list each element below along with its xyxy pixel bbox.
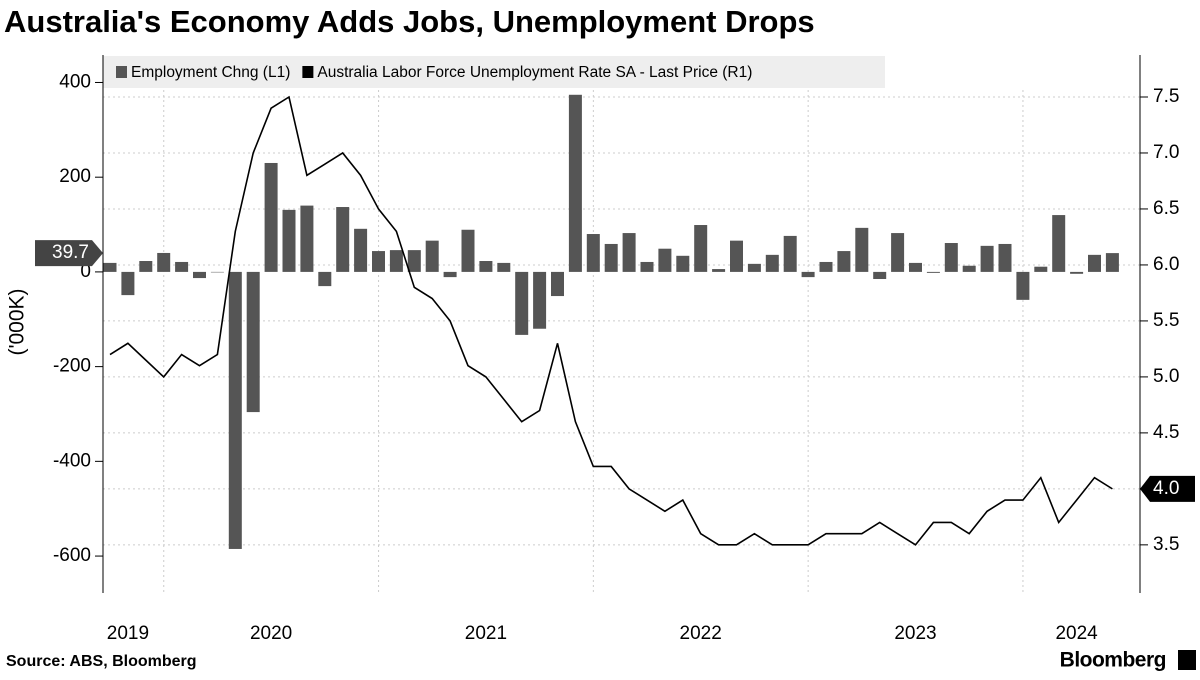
legend-swatch: [302, 66, 313, 78]
bar: [802, 272, 815, 277]
bar: [855, 228, 868, 272]
bar: [444, 272, 457, 277]
bar: [981, 246, 994, 272]
bar: [193, 272, 206, 278]
bar: [748, 264, 761, 272]
bar: [909, 263, 922, 272]
bar: [175, 262, 188, 272]
bar: [945, 243, 958, 272]
y-tick-label: -600: [53, 545, 91, 566]
bar: [247, 272, 260, 412]
bar: [873, 272, 886, 279]
source: Source: ABS, Bloomberg: [6, 653, 197, 670]
x-tick-label: 2024: [1055, 623, 1098, 644]
bar: [676, 256, 689, 272]
legend-label: Australia Labor Force Unemployment Rate …: [317, 64, 752, 81]
value-label: 39.7: [52, 242, 89, 263]
y-tick-label: -400: [53, 450, 91, 471]
bar: [766, 255, 779, 272]
bar: [318, 272, 331, 286]
bar: [497, 263, 510, 272]
chart-title: Australia's Economy Adds Jobs, Unemploym…: [4, 4, 815, 39]
brand-icon: [1178, 650, 1196, 670]
bar: [1052, 215, 1065, 272]
bar: [605, 244, 618, 272]
bar: [891, 233, 904, 272]
bar: [1106, 253, 1119, 272]
bar: [569, 95, 582, 272]
bar: [641, 262, 654, 272]
brand: Bloomberg: [1060, 649, 1166, 672]
bar: [658, 249, 671, 272]
bar: [121, 272, 134, 295]
y-tick-label: 200: [59, 166, 91, 187]
y2-tick-label: 4.5: [1153, 422, 1179, 443]
bar: [1016, 272, 1029, 300]
bar: [587, 234, 600, 272]
bar: [300, 206, 313, 272]
y-tick-label: -200: [53, 356, 91, 377]
x-tick-label: 2020: [250, 623, 292, 644]
bar: [390, 250, 403, 272]
bar: [999, 244, 1012, 272]
bar: [551, 272, 564, 296]
bar: [229, 272, 242, 549]
bar: [408, 250, 421, 272]
bar: [372, 251, 385, 272]
bar: [265, 163, 278, 272]
bar: [283, 210, 296, 272]
bar: [1070, 272, 1083, 274]
y2-tick-label: 5.0: [1153, 366, 1179, 387]
bar: [820, 262, 833, 272]
x-tick-label: 2021: [465, 623, 507, 644]
bar: [533, 272, 546, 329]
bar: [623, 233, 636, 272]
legend-swatch: [116, 66, 127, 78]
bar: [462, 230, 475, 272]
y2-tick-label: 7.5: [1153, 86, 1179, 107]
bar: [1034, 267, 1047, 272]
bar: [515, 272, 528, 335]
bar: [784, 236, 797, 272]
line: [110, 97, 1112, 545]
y2-tick-label: 6.5: [1153, 198, 1179, 219]
y-axis-label: ('000K): [6, 288, 29, 355]
y2-tick-label: 3.5: [1153, 534, 1179, 555]
bar: [354, 229, 367, 272]
bar: [694, 225, 707, 272]
bar: [1088, 255, 1101, 272]
bar: [157, 253, 170, 272]
bar: [837, 251, 850, 272]
y2-tick-label: 5.5: [1153, 310, 1179, 331]
x-tick-label: 2023: [894, 623, 936, 644]
bar: [479, 261, 492, 272]
y2-tick-label: 7.0: [1153, 142, 1179, 163]
bar: [712, 269, 725, 272]
x-tick-label: 2022: [680, 623, 722, 644]
value-label: 4.0: [1153, 478, 1179, 499]
bar: [104, 263, 117, 272]
legend-label: Employment Chng (L1): [131, 64, 290, 81]
bar: [730, 241, 743, 272]
y2-tick-label: 6.0: [1153, 254, 1179, 275]
bar: [963, 266, 976, 272]
bar: [426, 241, 439, 272]
bar: [139, 261, 152, 272]
bar: [927, 272, 940, 273]
y-tick-label: 400: [59, 71, 91, 92]
x-tick-label: 2019: [107, 623, 149, 644]
bar: [336, 207, 349, 272]
